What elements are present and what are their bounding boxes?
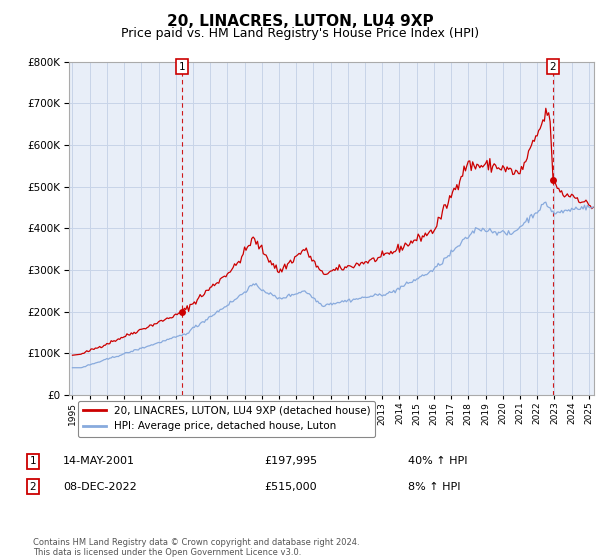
Text: Contains HM Land Registry data © Crown copyright and database right 2024.
This d: Contains HM Land Registry data © Crown c…: [33, 538, 359, 557]
Text: 8% ↑ HPI: 8% ↑ HPI: [408, 482, 461, 492]
Text: £515,000: £515,000: [264, 482, 317, 492]
Text: 2: 2: [550, 62, 556, 72]
Text: 40% ↑ HPI: 40% ↑ HPI: [408, 456, 467, 466]
Text: 1: 1: [179, 62, 185, 72]
Text: 08-DEC-2022: 08-DEC-2022: [63, 482, 137, 492]
Legend: 20, LINACRES, LUTON, LU4 9XP (detached house), HPI: Average price, detached hous: 20, LINACRES, LUTON, LU4 9XP (detached h…: [78, 400, 376, 437]
Text: Price paid vs. HM Land Registry's House Price Index (HPI): Price paid vs. HM Land Registry's House …: [121, 27, 479, 40]
Text: 20, LINACRES, LUTON, LU4 9XP: 20, LINACRES, LUTON, LU4 9XP: [167, 14, 433, 29]
Text: 14-MAY-2001: 14-MAY-2001: [63, 456, 135, 466]
Text: 2: 2: [29, 482, 37, 492]
Text: £197,995: £197,995: [264, 456, 317, 466]
Text: 1: 1: [29, 456, 37, 466]
